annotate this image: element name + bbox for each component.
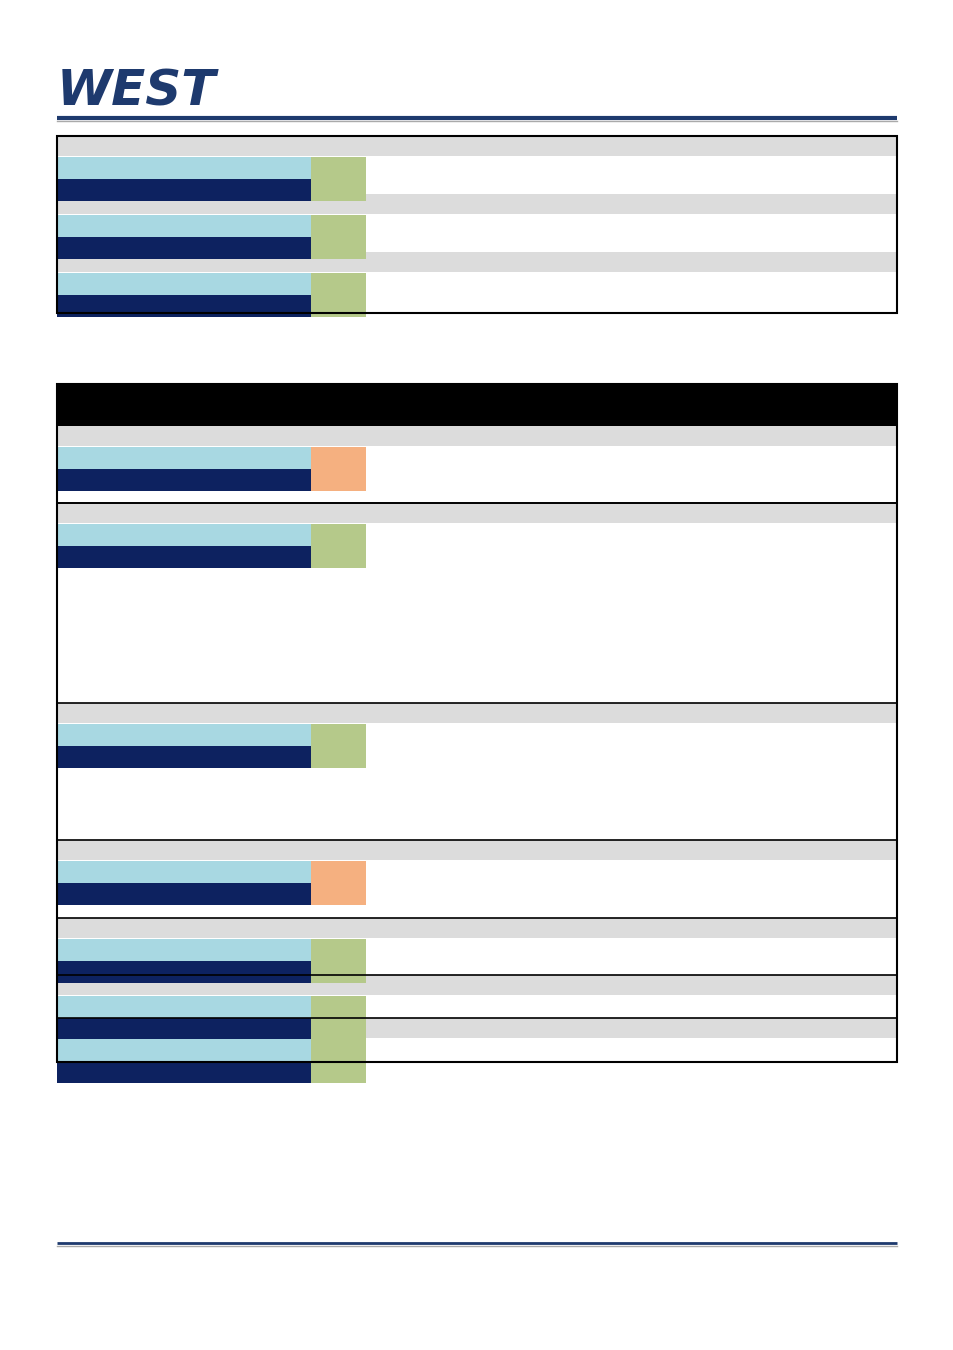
- Bar: [57, 747, 311, 768]
- Bar: [57, 296, 311, 317]
- Bar: [57, 238, 311, 259]
- Bar: [57, 996, 311, 1018]
- Bar: [57, 136, 896, 313]
- Bar: [57, 1018, 311, 1040]
- Bar: [57, 447, 311, 468]
- Bar: [311, 940, 366, 983]
- Bar: [57, 383, 896, 1062]
- Bar: [57, 1061, 311, 1083]
- Bar: [57, 427, 896, 446]
- Bar: [57, 883, 311, 905]
- Bar: [311, 157, 366, 201]
- Bar: [57, 136, 896, 313]
- Bar: [311, 447, 366, 491]
- Bar: [57, 940, 311, 961]
- Bar: [57, 724, 311, 747]
- Bar: [311, 724, 366, 768]
- Bar: [57, 273, 311, 296]
- Bar: [57, 1040, 311, 1061]
- Bar: [311, 273, 366, 317]
- Bar: [311, 1040, 366, 1083]
- Bar: [311, 524, 366, 568]
- Bar: [57, 180, 311, 201]
- Bar: [57, 861, 311, 883]
- Bar: [57, 504, 896, 522]
- Bar: [57, 703, 896, 724]
- Bar: [57, 1018, 896, 1038]
- Text: WEST: WEST: [57, 68, 216, 116]
- Bar: [311, 996, 366, 1040]
- Bar: [57, 918, 896, 938]
- Bar: [311, 215, 366, 259]
- Bar: [57, 215, 311, 238]
- Bar: [57, 383, 896, 1062]
- Bar: [311, 861, 366, 905]
- Bar: [57, 136, 896, 157]
- Bar: [57, 524, 311, 545]
- Bar: [57, 157, 311, 180]
- Bar: [57, 383, 896, 427]
- Bar: [57, 194, 896, 215]
- Bar: [57, 975, 896, 995]
- Bar: [57, 252, 896, 271]
- Bar: [57, 961, 311, 983]
- Bar: [57, 545, 311, 568]
- Bar: [57, 840, 896, 860]
- Bar: [57, 468, 311, 491]
